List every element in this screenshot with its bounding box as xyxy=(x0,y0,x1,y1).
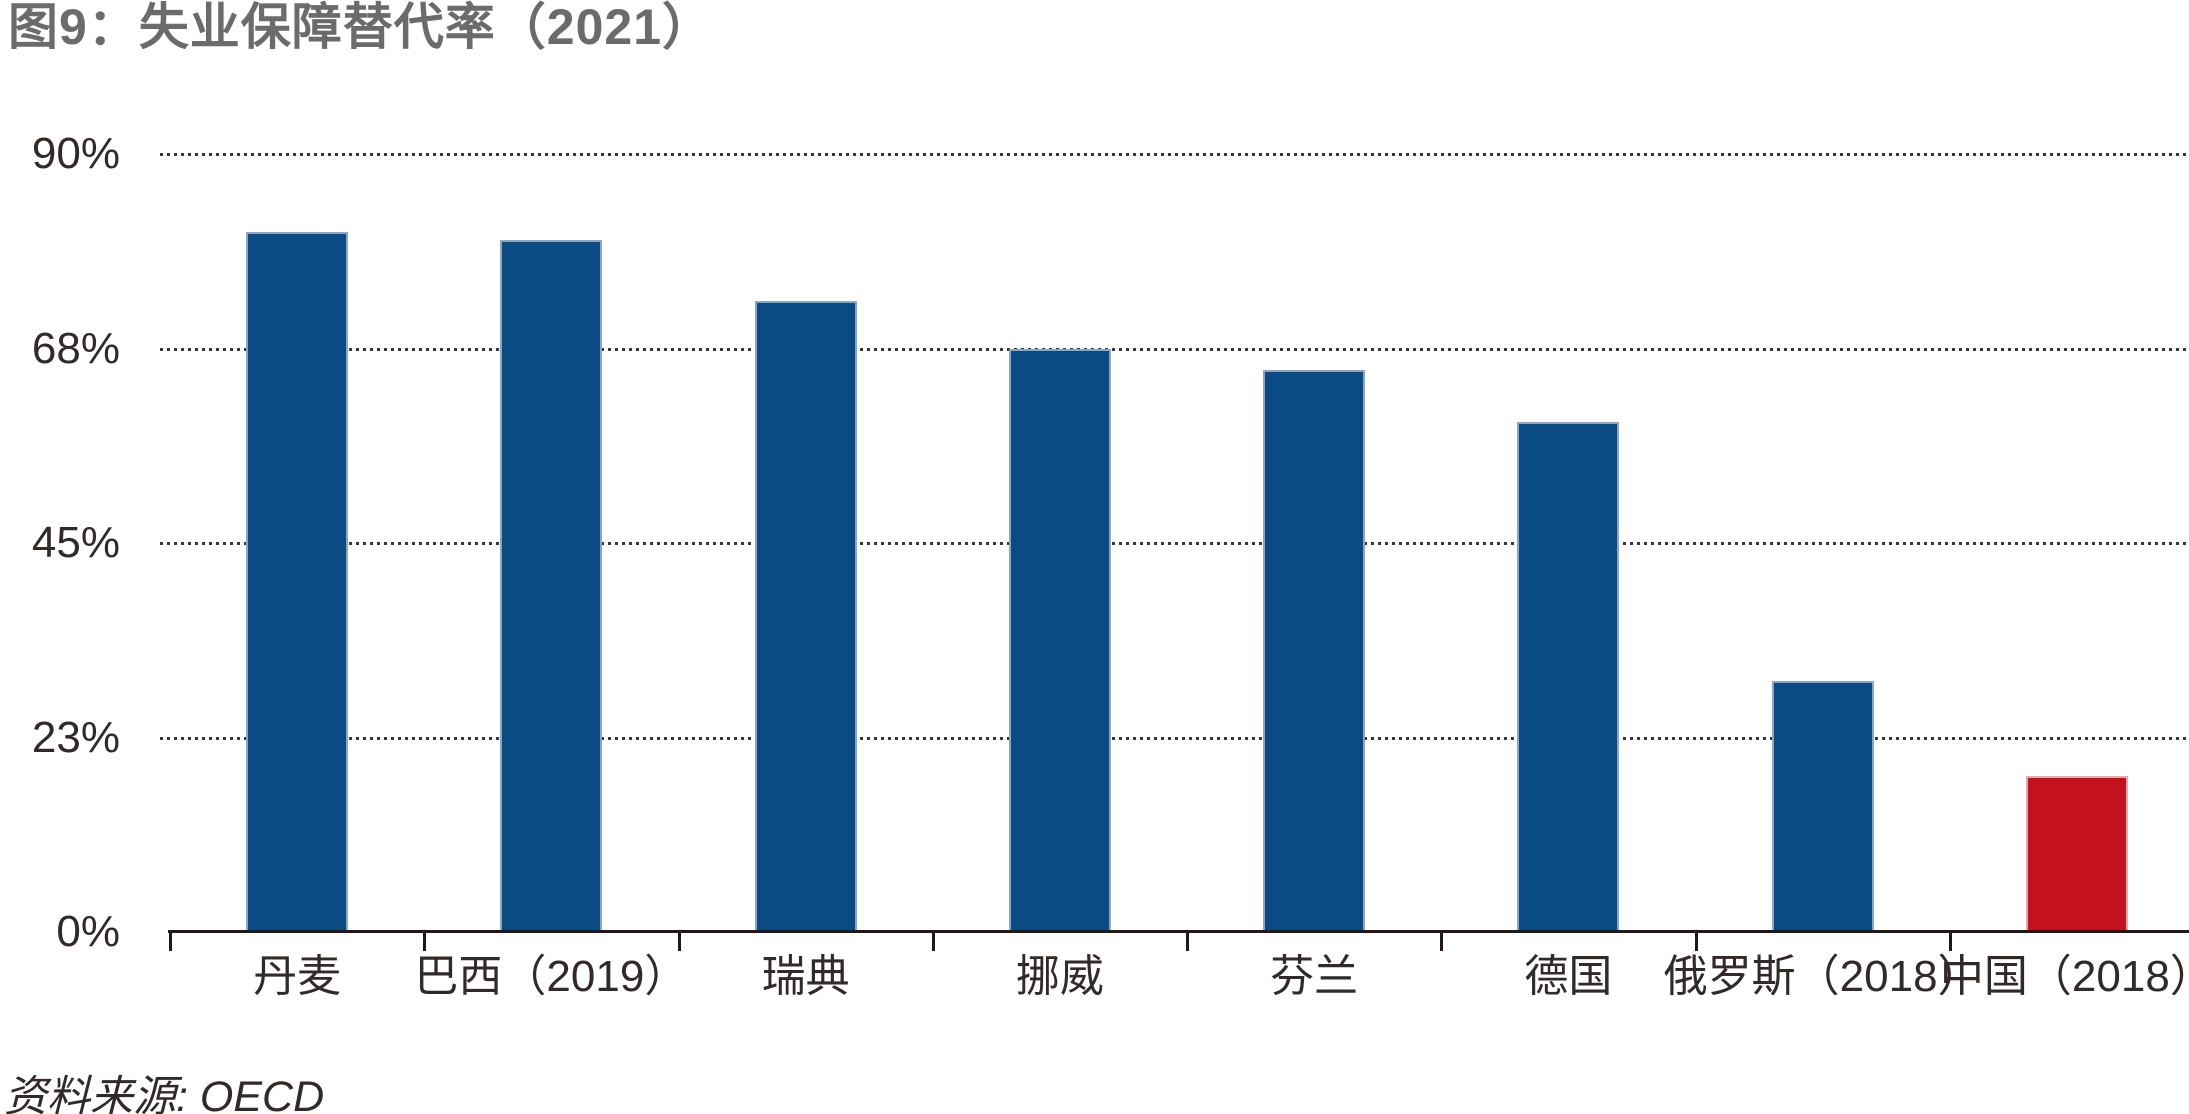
x-axis-tick xyxy=(677,930,681,951)
source-note: 资料来源: OECD xyxy=(4,1073,325,1114)
x-axis-label: 德国 xyxy=(1524,952,1613,1001)
x-axis-label: 丹麦 xyxy=(253,952,342,1001)
x-axis-label: 瑞典 xyxy=(761,952,850,1001)
x-axis-label: 芬兰 xyxy=(1270,952,1359,1001)
bar-standard xyxy=(500,240,603,932)
y-axis-label: 45% xyxy=(31,518,120,567)
bar-standard xyxy=(1771,681,1874,932)
y-axis-label: 68% xyxy=(31,323,120,373)
x-axis-tick xyxy=(423,930,427,951)
x-axis-tick xyxy=(169,930,172,951)
bar-standard xyxy=(1008,348,1111,932)
x-axis-line xyxy=(168,930,2189,933)
gridline xyxy=(160,542,2189,545)
x-axis-label: 俄罗斯（2018） xyxy=(1663,952,1982,1001)
gridline xyxy=(160,736,2189,740)
bar-highlight xyxy=(2025,776,2128,932)
y-axis-label: 0% xyxy=(56,907,120,956)
bar-standard xyxy=(246,231,349,932)
x-axis-tick xyxy=(1186,930,1189,951)
x-axis-tick xyxy=(1948,930,1952,951)
y-axis-label: 23% xyxy=(31,712,120,762)
x-axis-label: 中国（2018） xyxy=(1939,952,2189,1001)
gridline xyxy=(160,347,2189,351)
x-axis-tick xyxy=(931,930,935,951)
bar-standard xyxy=(1517,421,1620,932)
x-axis-tick xyxy=(1440,930,1444,951)
gridline xyxy=(160,153,2189,156)
bar-standard xyxy=(754,300,857,932)
x-axis-label: 挪威 xyxy=(1015,952,1104,1001)
bar-standard xyxy=(1263,370,1366,932)
y-axis-label: 90% xyxy=(31,129,120,178)
chart-title: 图9：失业保障替代率（2021） xyxy=(8,0,714,55)
x-axis-label: 巴西（2019） xyxy=(414,952,689,1001)
x-axis-tick xyxy=(1694,930,1698,951)
